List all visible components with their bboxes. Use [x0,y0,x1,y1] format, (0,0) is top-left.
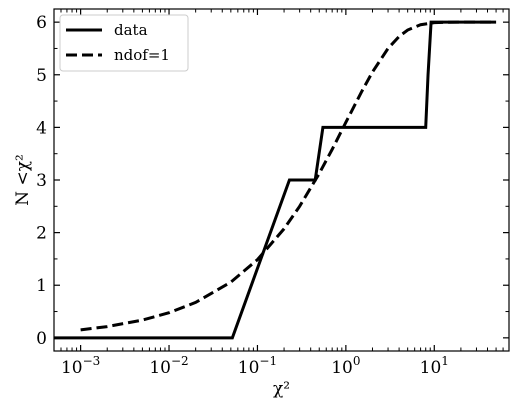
y-tick-label: 3 [36,171,47,191]
series-layer [54,20,497,340]
x-tick-label: 101 [420,354,449,378]
y-tick-label: 0 [36,329,47,349]
y-tick-label: 1 [36,276,47,296]
y-tick-label: 4 [36,118,47,138]
y-tick-label: 5 [36,66,47,86]
x-tick-label: 10−3 [61,354,100,378]
x-axis-label: χ² [273,379,290,399]
y-tick-label: 6 [36,13,47,33]
x-tick-label: 10−2 [149,354,188,378]
series-line-data [54,20,497,340]
legend: data ndof=1 [59,14,189,72]
legend-label-data: data [114,21,148,39]
legend-label-ndof: ndof=1 [114,46,170,64]
series-line-ndof [80,20,497,332]
x-tick-label: 10−1 [238,354,277,378]
x-tick-label: 100 [331,354,360,378]
y-axis-label: N <χ² [13,154,33,206]
y-tick-label: 2 [36,224,47,244]
